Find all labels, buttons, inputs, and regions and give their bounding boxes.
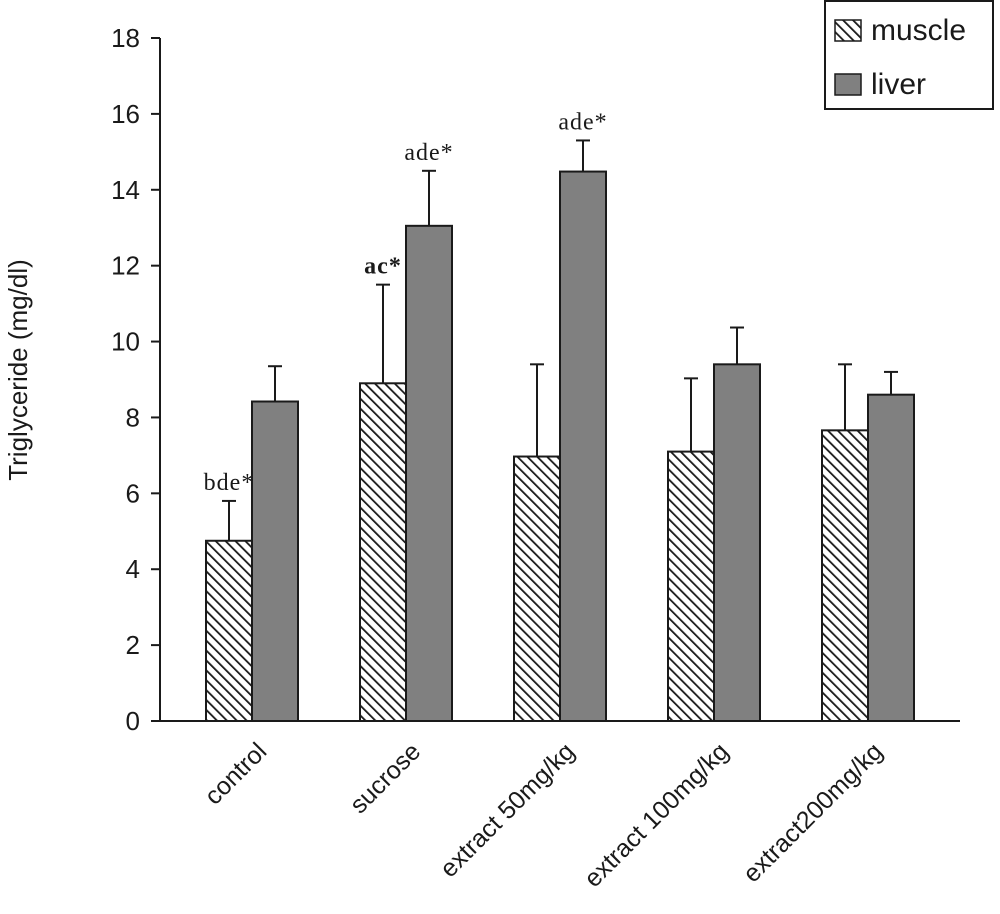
significance-label: ade* [558, 109, 607, 135]
y-tick-label: 6 [126, 478, 140, 508]
y-tick-label: 18 [111, 23, 140, 53]
legend-label-muscle: muscle [871, 14, 966, 47]
y-tick-label: 0 [126, 706, 140, 736]
x-category-label: extract200mg/kg [738, 737, 888, 887]
x-category-label: control [199, 737, 272, 810]
x-category-label: sucrose [345, 737, 427, 819]
y-tick-label: 4 [126, 554, 140, 584]
significance-label: bde* [204, 470, 255, 496]
bar-liver-3 [559, 170, 607, 722]
legend-swatch-muscle [834, 19, 862, 42]
bar-muscle-1 [205, 539, 253, 723]
significance-label: ac* [364, 254, 402, 280]
bar-muscle-4 [667, 450, 715, 722]
y-tick-label: 10 [111, 327, 140, 357]
legend-swatch-liver [834, 73, 862, 96]
y-tick-label: 12 [111, 251, 140, 281]
y-tick-label: 14 [111, 175, 140, 205]
legend-label-liver: liver [871, 68, 926, 101]
y-axis: 0 2 4 6 8 10 12 14 16 18 [111, 23, 161, 736]
bar-muscle-5 [821, 429, 869, 722]
legend: muscle liver [824, 0, 994, 110]
bar-liver-2 [405, 224, 453, 722]
x-category-label: extract 50mg/kg [435, 737, 581, 883]
x-category-label: extract 100mg/kg [579, 737, 734, 892]
bars-group: bde* ac* ade* ade* [160, 109, 960, 723]
bar-liver-1 [251, 400, 299, 722]
y-tick-label: 2 [126, 630, 140, 660]
significance-label: ade* [404, 140, 453, 166]
bar-liver-4 [713, 363, 761, 722]
bar-muscle-3 [513, 455, 561, 722]
bar-liver-5 [867, 393, 915, 722]
bar-muscle-2 [359, 382, 407, 722]
y-tick-label: 8 [126, 402, 140, 432]
y-axis-label: Triglyceride (mg/dl) [3, 259, 33, 481]
y-tick-label: 16 [111, 99, 140, 129]
